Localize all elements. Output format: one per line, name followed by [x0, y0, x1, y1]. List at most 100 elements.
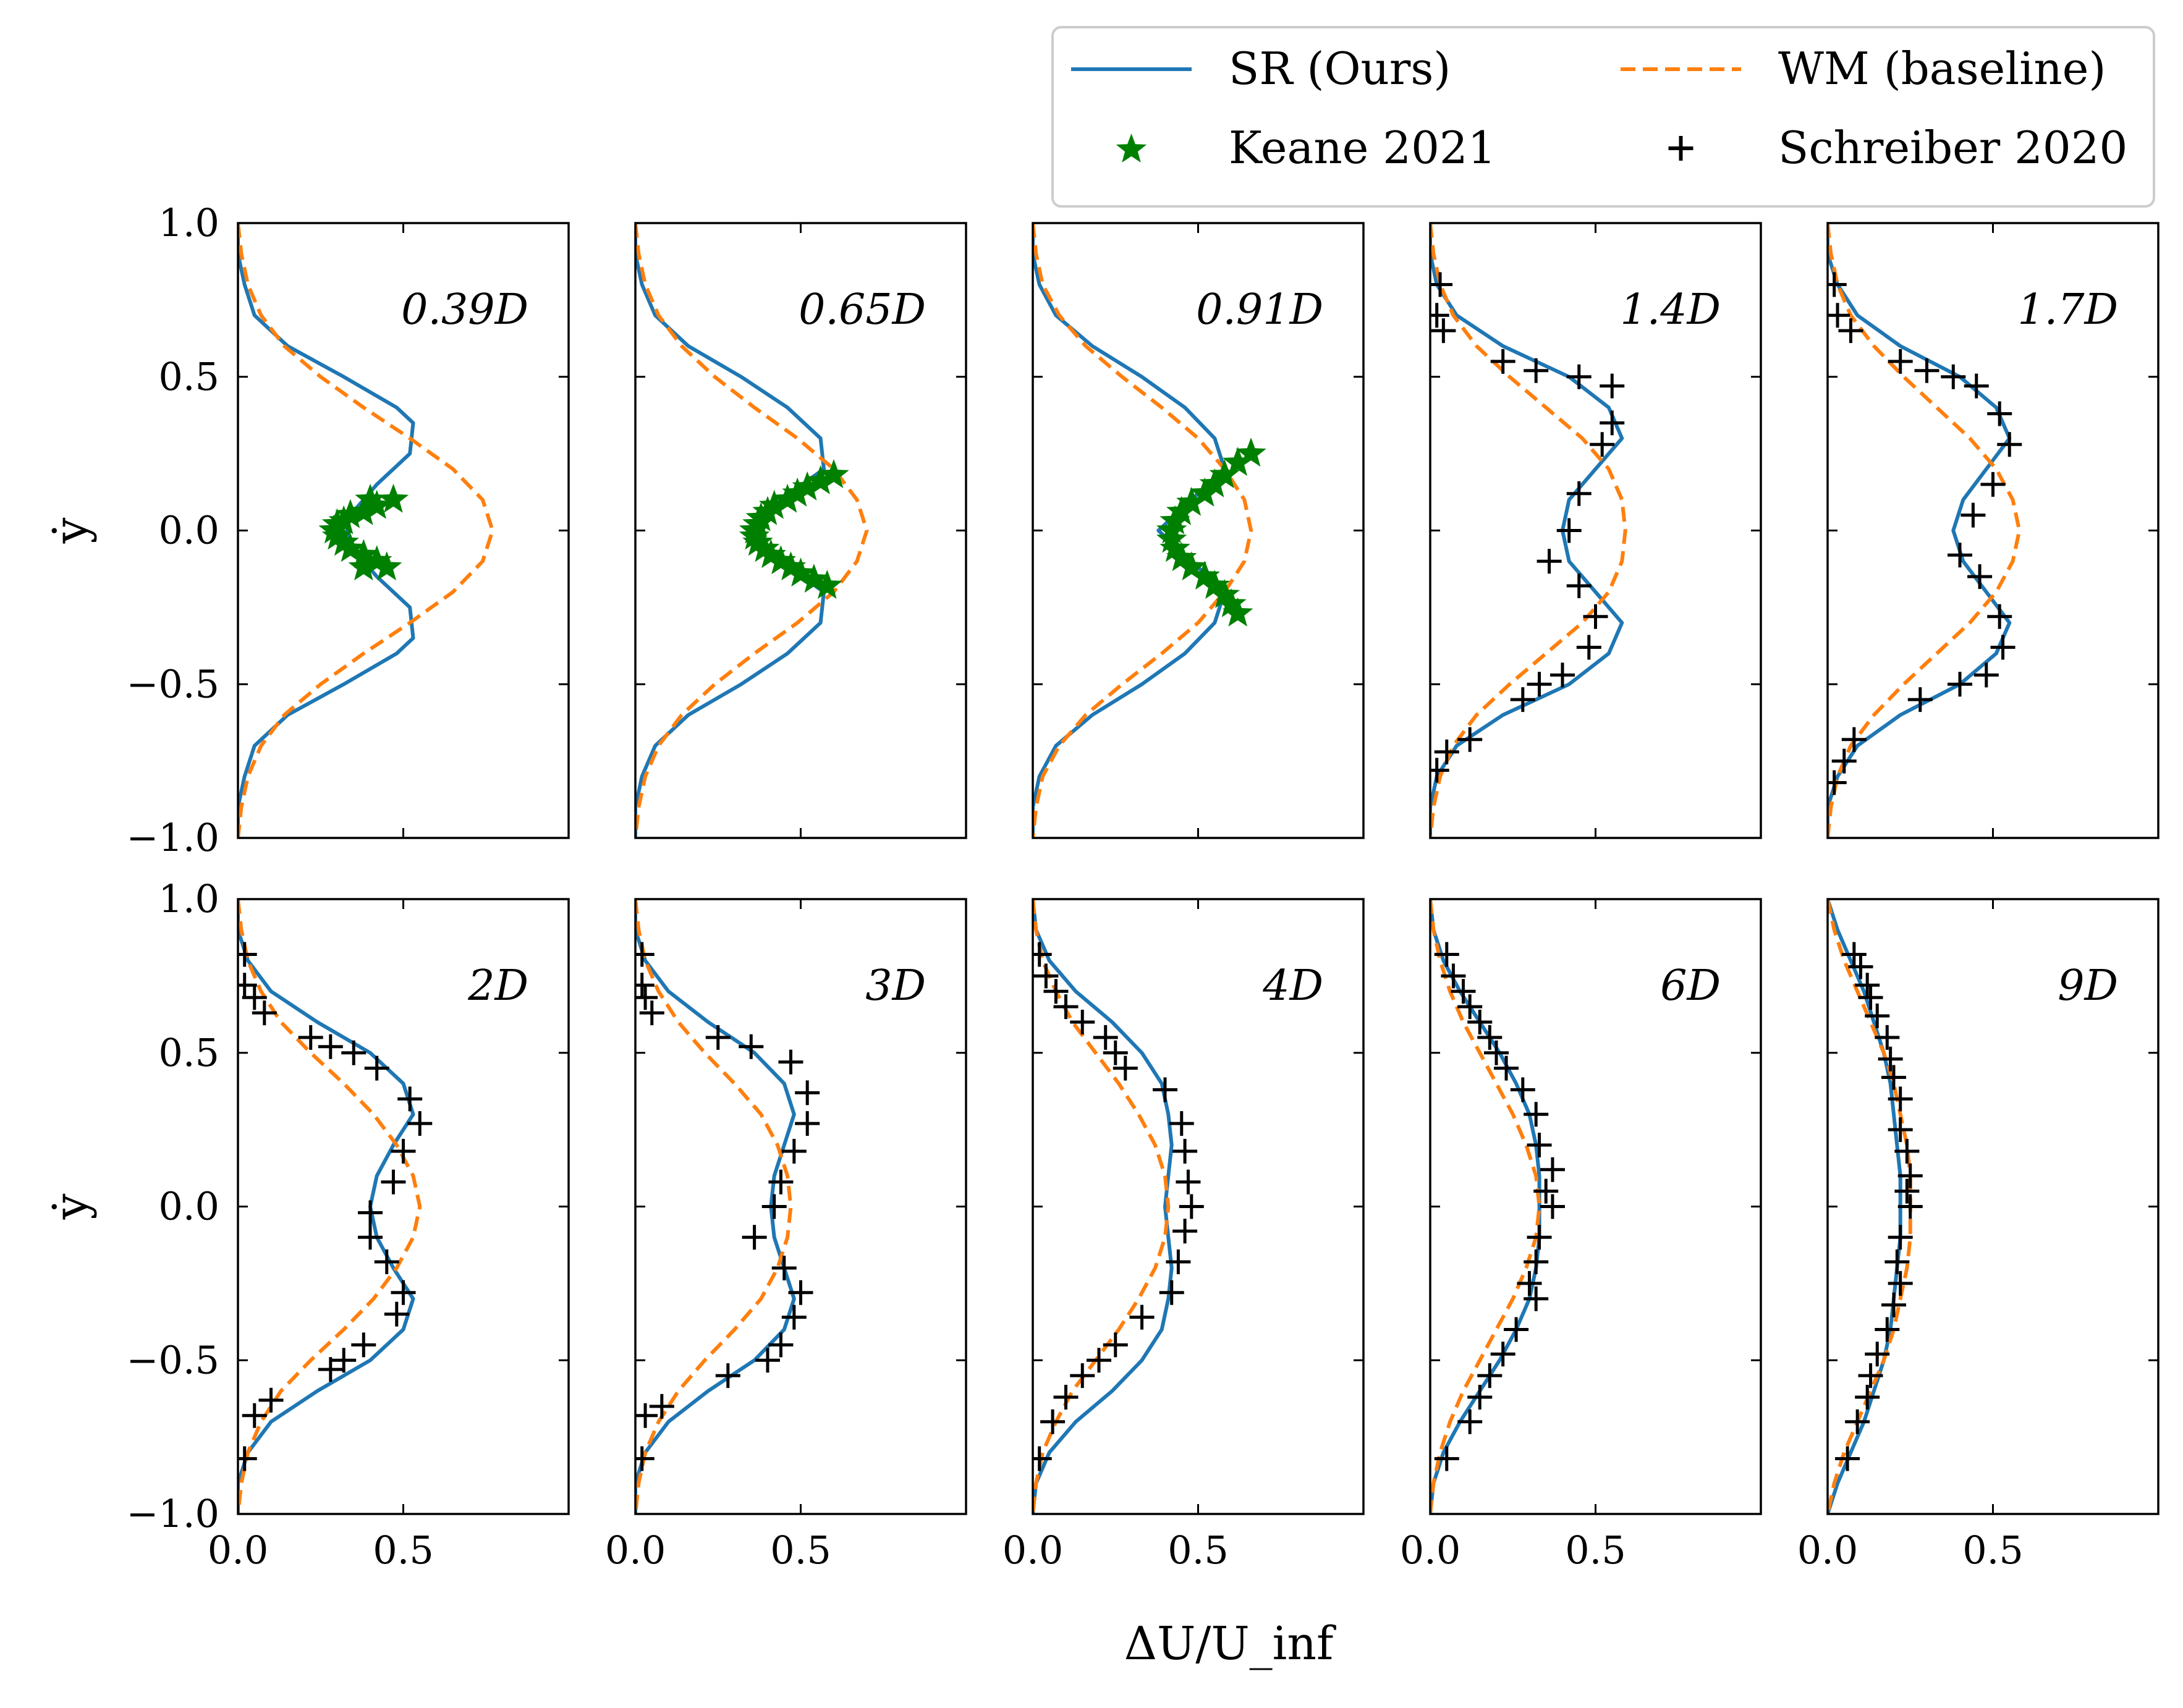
- schreiber-point: [1831, 748, 1857, 774]
- keane-point: [799, 564, 829, 593]
- schreiber-point: [1153, 1077, 1177, 1102]
- keane-point: [371, 551, 402, 581]
- schreiber-point: [1033, 942, 1052, 967]
- keane-point: [1223, 447, 1253, 476]
- schreiber-point: [1987, 604, 2012, 629]
- schreiber-point: [795, 1111, 820, 1136]
- keane-point: [348, 551, 379, 581]
- schreiber-point: [1524, 358, 1549, 383]
- x-tick-label: 0.0: [605, 1528, 666, 1573]
- panel-2d: 2D −1.0 −0.5 0.0 0.5 1.0 0.0 0.5: [126, 876, 570, 1573]
- schreiber-point: [1467, 1384, 1493, 1410]
- schreiber-point: [1881, 1292, 1906, 1317]
- sr-line: [1430, 899, 1541, 1514]
- keane-point: [818, 459, 849, 488]
- panel-1-4d-frame: [1429, 222, 1762, 839]
- keane-point: [1176, 486, 1207, 516]
- schreiber-point: [331, 1348, 357, 1373]
- schreiber-point: [1172, 1138, 1198, 1164]
- keane-point: [335, 499, 366, 528]
- legend: SR (Ours) WM (baseline) Keane 2021 Schreibe…: [1051, 26, 2155, 208]
- keane-point: [745, 502, 776, 531]
- schreiber-point: [1129, 1304, 1155, 1330]
- schreiber-point: [1172, 1219, 1198, 1244]
- y-tick-label: 0.0: [158, 508, 219, 553]
- schreiber-point: [778, 1049, 803, 1075]
- schreiber-point: [397, 1086, 423, 1112]
- schreiber-point: [1888, 349, 1913, 374]
- keane-point: [362, 545, 392, 575]
- schreiber-point: [1524, 1102, 1549, 1127]
- schreiber-point: [1590, 432, 1615, 457]
- schreiber-point: [1990, 635, 2016, 660]
- schreiber-point: [795, 1080, 820, 1106]
- schreiber-point: [1865, 1342, 1890, 1367]
- y-tick-label: 1.0: [158, 200, 219, 245]
- schreiber-point: [788, 1280, 813, 1305]
- wm-line: [635, 899, 793, 1514]
- schreiber-point: [1835, 1446, 1860, 1471]
- schreiber-point: [1490, 1342, 1515, 1367]
- schreiber-point: [242, 985, 267, 1010]
- x-tick-label: 0.5: [1962, 1528, 2024, 1573]
- x-tick-label: 0.5: [770, 1528, 831, 1573]
- schreiber-point: [1467, 1010, 1493, 1034]
- schreiber-point: [1884, 1249, 1910, 1275]
- legend-swatch: [1116, 133, 1147, 163]
- legend-entry-schreiber-2020: Schreiber 2020: [1668, 122, 2127, 174]
- keane-point: [755, 539, 787, 569]
- y-tick-label: 1.0: [158, 876, 219, 921]
- keane-point: [1159, 505, 1190, 535]
- schreiber-point: [1566, 481, 1592, 506]
- schreiber-point: [1537, 549, 1562, 574]
- panel-9d-ticks: [1828, 899, 2158, 1514]
- schreiber-point: [1914, 358, 1939, 383]
- panel-4d-series: [1033, 899, 1204, 1514]
- panel-0-91d-series: [1033, 223, 1266, 838]
- schreiber-point: [1888, 1117, 1913, 1143]
- panel-2d-series: [238, 899, 433, 1514]
- panel-0-65d-frame: [634, 222, 967, 839]
- panel-1-4d: 1.4D: [1429, 222, 1762, 839]
- keane-point: [1166, 542, 1197, 572]
- x-tick-label: 0.0: [208, 1528, 269, 1573]
- keane-point: [335, 533, 366, 562]
- panel-6d-ticks: [1430, 899, 1761, 1514]
- schreiber-point: [318, 1357, 343, 1382]
- y-tick-label: −1.0: [126, 815, 219, 860]
- panel-1-4d-ticks: [1430, 223, 1761, 838]
- schreiber-point: [1524, 1286, 1549, 1311]
- schreiber-point: [1477, 1363, 1503, 1389]
- schreiber-point: [705, 1025, 731, 1050]
- schreiber-point: [1550, 662, 1575, 688]
- panel-label: 9D: [2058, 962, 2118, 1010]
- schreiber-point: [639, 1000, 664, 1026]
- schreiber-point: [1477, 1025, 1503, 1050]
- schreiber-point: [1566, 573, 1592, 599]
- schreiber-point: [1888, 1225, 1913, 1250]
- wm-line: [635, 223, 869, 838]
- schreiber-point: [1510, 1077, 1535, 1102]
- schreiber-point: [1878, 1046, 1903, 1072]
- keane-point: [1223, 597, 1253, 627]
- schreiber-point: [364, 1055, 389, 1081]
- keane-point: [759, 489, 790, 519]
- schreiber-point: [1434, 1446, 1459, 1471]
- keane-point: [742, 526, 773, 556]
- schreiber-point: [1517, 1270, 1542, 1296]
- panel-0-39d-frame: [237, 222, 570, 839]
- schreiber-point: [742, 1225, 767, 1250]
- schreiber-point: [1540, 1194, 1565, 1219]
- schreiber-point: [1093, 1025, 1118, 1050]
- schreiber-point: [1176, 1169, 1201, 1194]
- keane-point: [1236, 438, 1266, 467]
- panel-9d-series: [1828, 899, 1923, 1514]
- keane-point: [805, 465, 836, 494]
- schreiber-point: [1430, 758, 1449, 783]
- panel-4d: 4D 0.0 0.5: [1002, 898, 1365, 1573]
- keane-point: [355, 483, 386, 513]
- schreiber-point: [1828, 770, 1847, 795]
- panel-label: 0.39D: [401, 285, 528, 334]
- schreiber-point: [715, 1363, 740, 1389]
- keane-point: [739, 520, 770, 550]
